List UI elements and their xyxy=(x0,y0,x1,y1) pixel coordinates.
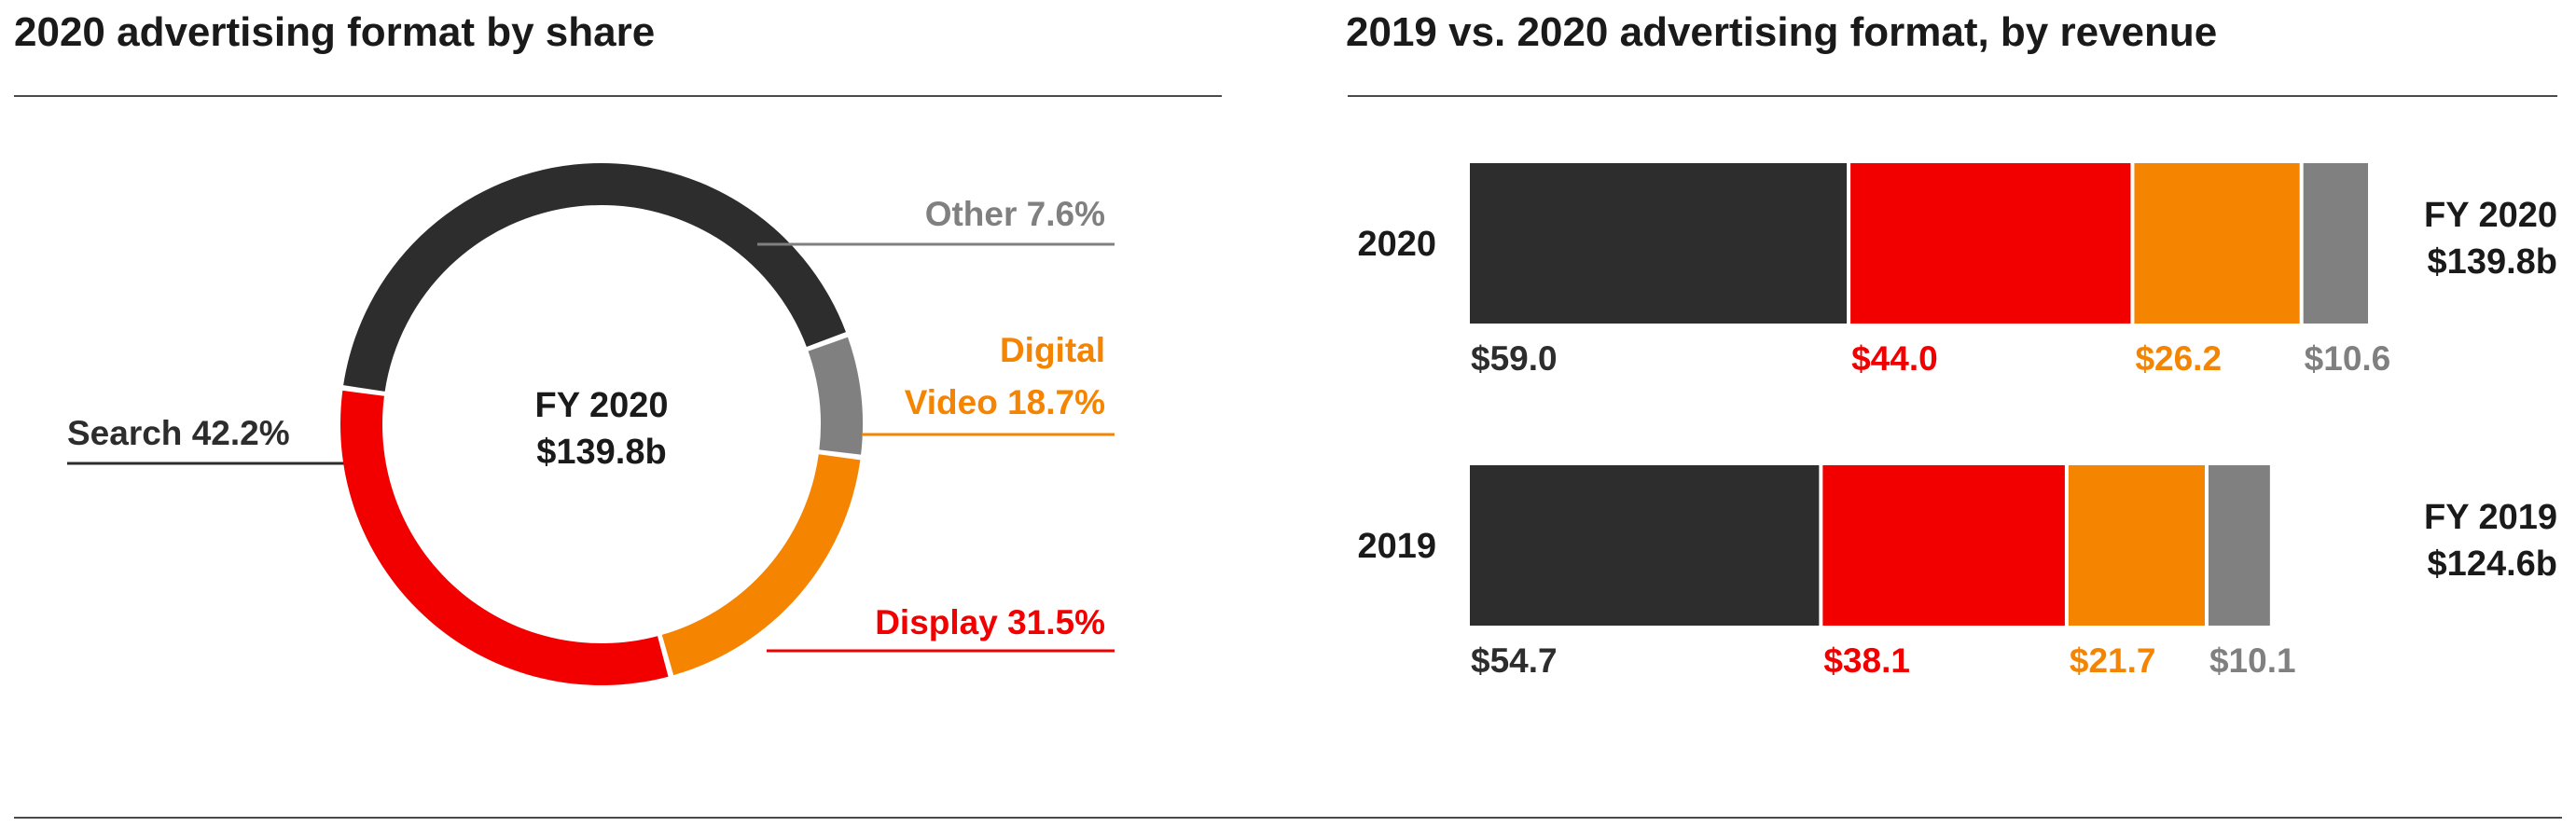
bar-segment xyxy=(1470,465,1820,626)
slice-label: Digital xyxy=(1000,331,1105,369)
bar-chart-title: 2019 vs. 2020 advertising format, by rev… xyxy=(1346,9,2218,55)
donut-slice xyxy=(343,163,846,392)
donut-slice xyxy=(808,337,863,455)
donut-center-label: FY 2020 xyxy=(535,386,669,425)
donut-title-rule xyxy=(14,95,1222,97)
bar-segment xyxy=(2068,465,2205,626)
slice-label: Other 7.6% xyxy=(925,195,1105,233)
bar-value-label: $59.0 xyxy=(1471,339,1558,378)
bar-value-label: $21.7 xyxy=(2070,641,2156,680)
bar-total-value: $124.6b xyxy=(2428,544,2557,584)
bar-title-rule xyxy=(1348,95,2557,97)
slice-label: Search 42.2% xyxy=(67,414,290,452)
donut-slice xyxy=(339,390,669,686)
bar-segment xyxy=(2208,465,2270,626)
bar-total-value: $139.8b xyxy=(2428,242,2557,282)
donut-chart-title: 2020 advertising format by share xyxy=(14,9,656,55)
bar-total-label: FY 2019 xyxy=(2424,498,2557,537)
bar-value-label: $38.1 xyxy=(1823,641,1910,680)
bar-value-label: $44.0 xyxy=(1851,339,1938,378)
bar-segment xyxy=(2303,163,2368,324)
donut-center-value: $139.8b xyxy=(536,433,666,472)
bar-value-label: $10.1 xyxy=(2209,641,2296,680)
bar-segment xyxy=(2134,163,2300,324)
bar-segment xyxy=(1470,163,1848,324)
slice-label: Video 18.7% xyxy=(905,383,1105,421)
slice-label: Display 31.5% xyxy=(875,603,1105,641)
bottom-rule xyxy=(14,817,2562,819)
bar-value-label: $26.2 xyxy=(2135,339,2222,378)
bar-category-label: 2020 xyxy=(1357,225,1436,264)
bar-segment xyxy=(1850,163,2131,324)
bar-segment xyxy=(1822,465,2065,626)
donut-slice xyxy=(661,454,861,676)
bar-total-label: FY 2020 xyxy=(2424,196,2557,235)
bar-value-label: $10.6 xyxy=(2305,339,2391,378)
bar-value-label: $54.7 xyxy=(1471,641,1558,680)
bar-category-label: 2019 xyxy=(1357,527,1436,566)
